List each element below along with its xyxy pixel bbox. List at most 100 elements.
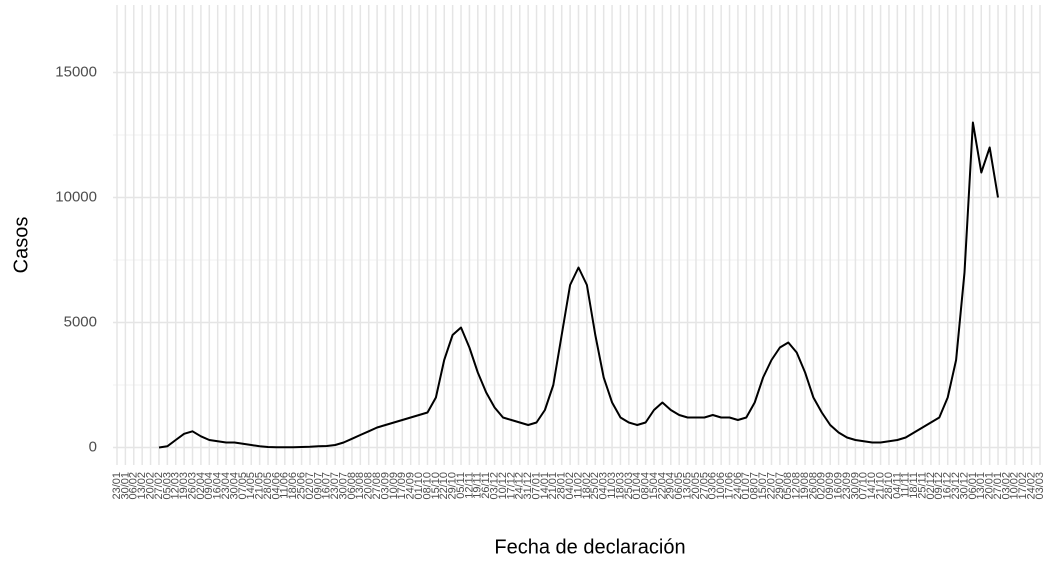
x-tick-label: 18/06 xyxy=(287,472,299,500)
x-tick-label: 11/06 xyxy=(279,472,291,499)
x-tick-label: 16/07 xyxy=(321,472,333,500)
line xyxy=(158,121,999,449)
x-tick-label: 05/03 xyxy=(161,472,173,500)
x-tick-label: 24/02 xyxy=(1026,472,1038,500)
x-tick-label: 01/04 xyxy=(631,472,643,500)
x-tick-label: 20/02 xyxy=(144,472,156,500)
x-tick-label: 20/05 xyxy=(690,472,702,500)
x-tick-label: 11/11 xyxy=(900,472,912,498)
x-tick-label: 28/01 xyxy=(556,472,568,500)
x-tick-label: 15/07 xyxy=(757,472,769,500)
x-tick-label: 06/01 xyxy=(967,472,979,500)
x-tick-label: 29/04 xyxy=(665,472,677,500)
x-tick-label: 05/08 xyxy=(782,472,794,500)
x-tick-label: 13/01 xyxy=(975,472,987,500)
x-tick-label: 02/12 xyxy=(925,472,937,500)
x-tick-label: 28/05 xyxy=(262,472,274,500)
x-tick-label: 20/08 xyxy=(363,472,375,500)
y-tick-label: 15000 xyxy=(55,63,97,80)
x-tick-label: 25/11 xyxy=(916,472,928,499)
x-tick-label: 08/10 xyxy=(421,472,433,500)
plot: 0 5000 10000 15000 23/0130/0106/0213/0220/02… xyxy=(55,5,1046,500)
x-tick-label: 16/04 xyxy=(212,472,224,500)
x-tick-label: 15/10 xyxy=(430,472,442,500)
x-tick-label: 16/12 xyxy=(942,472,954,500)
x-tick-label: 05/11 xyxy=(455,472,467,499)
x-tick-label: 19/11 xyxy=(472,472,484,499)
x-tick-label: 04/06 xyxy=(270,472,282,500)
x-tick-label: 03/09 xyxy=(379,472,391,500)
y-axis-title: Casos xyxy=(10,217,32,274)
x-tick-label: 12/08 xyxy=(791,472,803,500)
x-tick-label: 11/02 xyxy=(572,472,584,499)
x-tick-label: 08/04 xyxy=(640,472,652,500)
x-tick-label: 06/02 xyxy=(128,472,140,500)
x-tick-label: 07/05 xyxy=(237,472,249,500)
x-tick-label: 22/07 xyxy=(765,472,777,500)
x-tick-label: 09/07 xyxy=(312,472,324,500)
x-tick-label: 14/01 xyxy=(539,472,551,500)
x-tick-label: 24/06 xyxy=(732,472,744,500)
x-tick-label: 13/08 xyxy=(354,472,366,500)
x-tick-label: 27/08 xyxy=(371,472,383,500)
x-tick-label: 13/02 xyxy=(136,472,148,500)
x-tick-label: 19/03 xyxy=(178,472,190,500)
x-tick-label: 14/05 xyxy=(245,472,257,500)
x-tick-label: 27/05 xyxy=(698,472,710,500)
x-tick-label: 01/07 xyxy=(740,472,752,500)
x-tick-label: 01/10 xyxy=(413,472,425,500)
x-tick-label: 26/08 xyxy=(807,472,819,500)
x-tick-label: 09/12 xyxy=(933,472,945,500)
x-tick-label: 17/06 xyxy=(723,472,735,500)
x-tick-label: 14/10 xyxy=(866,472,878,500)
x-tick-label: 11/03 xyxy=(606,472,618,499)
x-tick-label: 07/01 xyxy=(530,472,542,500)
x-tick-label: 10/12 xyxy=(497,472,509,500)
x-tick-label: 23/04 xyxy=(220,472,232,500)
x-tick-label: 28/10 xyxy=(883,472,895,500)
x-tick-label: 18/11 xyxy=(908,472,920,499)
x-tick-label: 13/05 xyxy=(681,472,693,500)
x-tick-label: 21/05 xyxy=(254,472,266,500)
x-tick-label: 12/11 xyxy=(463,472,475,499)
x-tick-label: 27/02 xyxy=(153,472,165,500)
x-tick-label: 06/08 xyxy=(346,472,358,500)
x-tick-label: 29/07 xyxy=(774,472,786,500)
x-tick-label: 26/11 xyxy=(480,472,492,499)
x-tick-label: 30/12 xyxy=(958,472,970,500)
x-tick-label: 17/12 xyxy=(505,472,517,500)
x-tick-label: 09/04 xyxy=(203,472,215,500)
x-tick-label: 31/12 xyxy=(522,472,534,500)
x-tick-label: 15/04 xyxy=(648,472,660,500)
x-tick-label: 30/01 xyxy=(119,472,131,500)
x-tick-label: 24/09 xyxy=(405,472,417,500)
x-tick-label: 20/01 xyxy=(984,472,996,500)
x-tick-label: 26/03 xyxy=(186,472,198,500)
x-tick-label: 02/09 xyxy=(816,472,828,500)
x-tick-label: 23/01 xyxy=(111,472,123,500)
x-tick-label: 06/05 xyxy=(673,472,685,500)
x-tick-label: 02/04 xyxy=(195,472,207,500)
x-tick-label: 18/02 xyxy=(581,472,593,500)
x-tick-label: 23/09 xyxy=(841,472,853,500)
x-tick-label: 23/07 xyxy=(329,472,341,500)
x-axis-title: Fecha de declaración xyxy=(494,536,685,558)
x-tick-label: 25/03 xyxy=(623,472,635,500)
x-tick-label: 17/02 xyxy=(1017,472,1029,500)
y-tick-label: 0 xyxy=(89,438,97,455)
x-tick-label: 25/06 xyxy=(296,472,308,500)
x-tick-label: 04/03 xyxy=(598,472,610,500)
x-tick-label: 08/07 xyxy=(749,472,761,500)
x-tick-label: 21/10 xyxy=(874,472,886,500)
x-tick-label: 29/10 xyxy=(447,472,459,500)
x-tick-label: 10/09 xyxy=(388,472,400,500)
x-tick-label: 22/04 xyxy=(656,472,668,500)
x-tick-label: 22/10 xyxy=(438,472,450,500)
y-tick-label: 10000 xyxy=(55,188,97,205)
x-tick-label: 12/03 xyxy=(170,472,182,500)
x-tick-label: 30/09 xyxy=(849,472,861,500)
x-tick-label: 30/04 xyxy=(228,472,240,500)
x-tick-label: 03/06 xyxy=(707,472,719,500)
x-tick-label: 04/11 xyxy=(891,472,903,499)
